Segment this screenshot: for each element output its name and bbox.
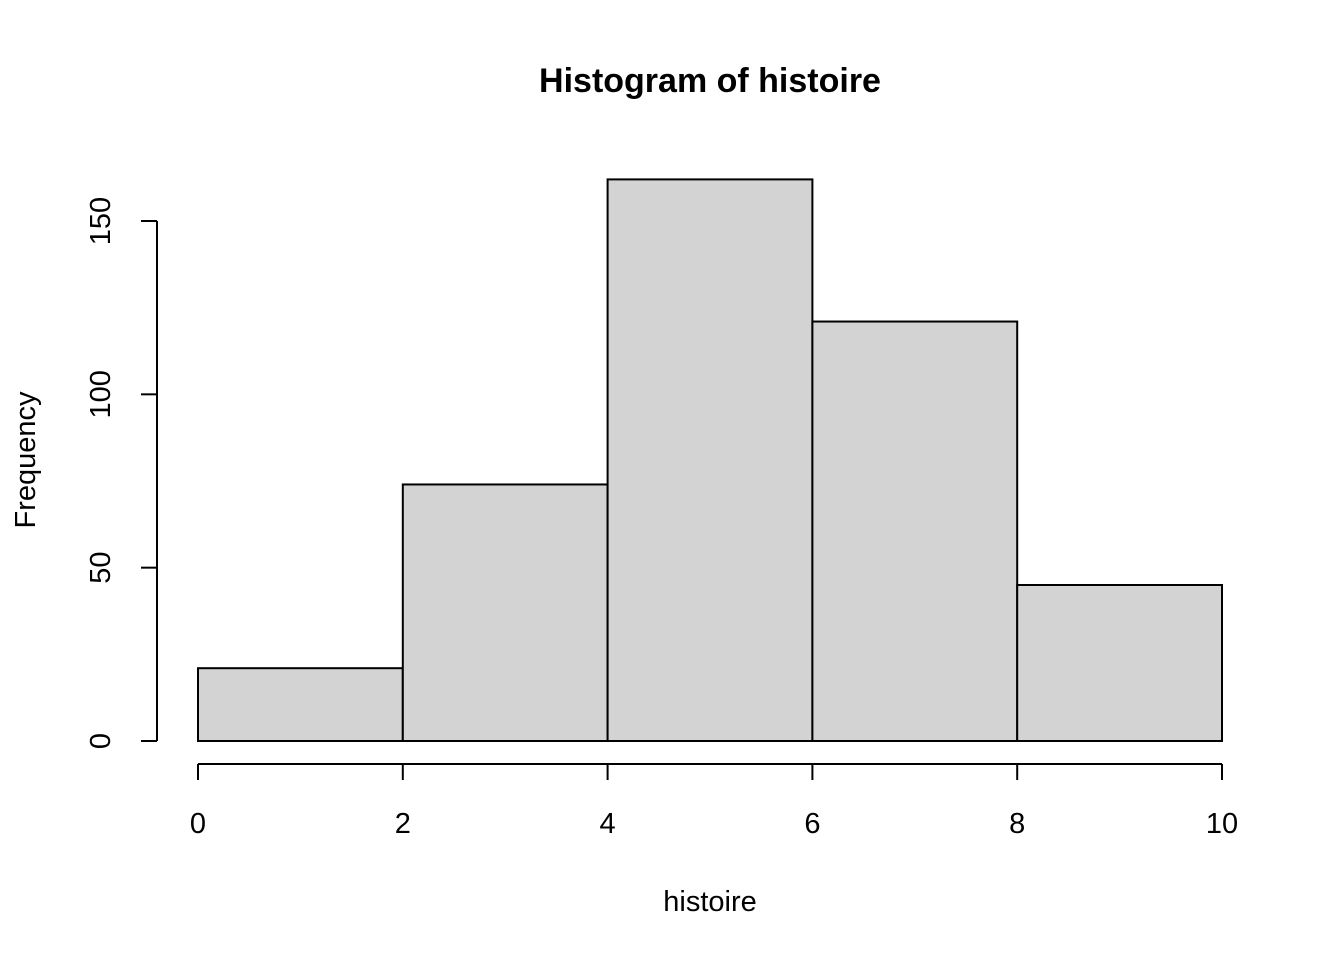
histogram-bar-0 xyxy=(197,667,404,743)
x-tick-label-4: 8 xyxy=(1009,808,1025,840)
bars-group xyxy=(197,178,1224,743)
x-axis-label: histoire xyxy=(663,886,757,918)
histogram-bar-2 xyxy=(606,178,814,742)
y-tick-label-0: 0 xyxy=(85,733,117,749)
x-tick-label-0: 0 xyxy=(190,808,206,840)
histogram-bar-1 xyxy=(401,483,609,742)
x-tick-label-2: 4 xyxy=(600,808,616,840)
y-tick-label-1: 50 xyxy=(85,552,117,584)
x-tick-label-1: 2 xyxy=(395,808,411,840)
chart-title: Histogram of histoire xyxy=(539,62,881,100)
histogram-bar-3 xyxy=(811,320,1019,742)
y-axis-label: Frequency xyxy=(10,391,42,529)
x-tick-label-3: 6 xyxy=(804,808,820,840)
x-axis: 0 2 4 6 8 10 xyxy=(190,763,1238,840)
x-tick-label-5: 10 xyxy=(1206,808,1238,840)
y-tick-label-3: 150 xyxy=(85,197,117,245)
y-tick-label-2: 100 xyxy=(85,370,117,418)
histogram-bar-4 xyxy=(1016,584,1224,742)
y-axis: 0 50 100 150 xyxy=(85,197,158,749)
